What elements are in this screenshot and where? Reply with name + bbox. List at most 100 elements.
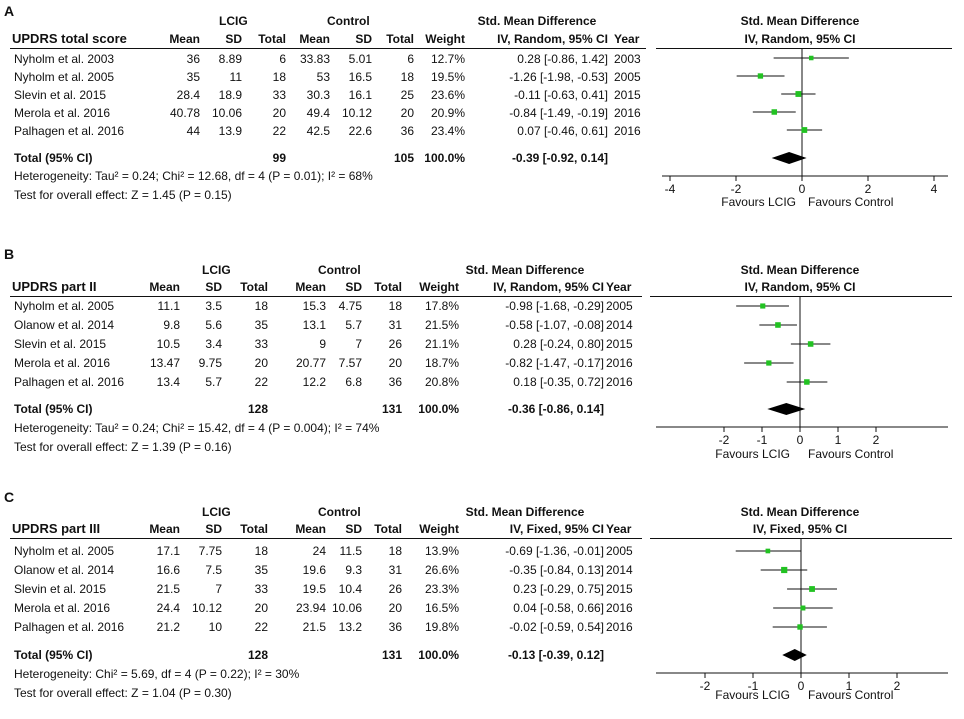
mean-2: 33.83 xyxy=(299,52,330,66)
x-tick-label: 2 xyxy=(865,182,872,196)
col-sd-2: SD xyxy=(345,522,362,536)
col-total-1: Total xyxy=(258,32,286,46)
heterogeneity: Heterogeneity: Tau² = 0.24; Chi² = 12.68… xyxy=(14,169,373,183)
total-2: 20 xyxy=(400,106,414,120)
study-marker xyxy=(808,55,814,61)
sd-2: 9.3 xyxy=(345,563,362,577)
total-weight: 100.0% xyxy=(424,151,465,165)
year: 2005 xyxy=(606,299,633,313)
effect-ci: 0.28 [-0.24, 0.80] xyxy=(513,337,604,351)
study-name: Nyholm et al. 2003 xyxy=(14,52,115,66)
year: 2016 xyxy=(614,124,641,138)
study-marker xyxy=(766,360,772,366)
weight: 21.5% xyxy=(424,318,459,332)
sd-1: 10.12 xyxy=(191,601,222,615)
sd-1: 10.06 xyxy=(211,106,242,120)
total-effect-ci: -0.39 [-0.92, 0.14] xyxy=(511,151,608,165)
panel-label: C xyxy=(4,489,15,505)
favours-right: Favours Control xyxy=(808,688,894,702)
forest-plot: -4 -2 0 2 4 xyxy=(662,48,948,196)
sd-1: 10 xyxy=(208,620,222,634)
study-marker xyxy=(807,341,814,347)
panel-label: A xyxy=(4,3,15,19)
total-2: 36 xyxy=(388,620,402,634)
mean-2: 13.1 xyxy=(302,318,326,332)
total-weight: 100.0% xyxy=(418,648,459,662)
mean-1: 16.6 xyxy=(156,563,180,577)
col-sd-2: SD xyxy=(355,32,372,46)
study-name: Merola et al. 2016 xyxy=(14,356,111,370)
year: 2015 xyxy=(606,582,633,596)
forest-plot-panel-c: C LCIG Control Std. Mean Difference UPDR… xyxy=(0,484,964,719)
mean-2: 24 xyxy=(312,544,326,558)
year: 2014 xyxy=(606,318,633,332)
group1-header: LCIG xyxy=(219,14,248,28)
sd-1: 11 xyxy=(229,70,242,84)
mean-2: 9 xyxy=(319,337,326,351)
effect-ci: -0.84 [-1.49, -0.19] xyxy=(509,106,608,120)
x-tick-label: 4 xyxy=(931,182,938,196)
sd-2: 10.06 xyxy=(331,601,362,615)
mean-2: 49.4 xyxy=(306,106,330,120)
overall-effect: Test for overall effect: Z = 1.04 (P = 0… xyxy=(14,686,232,700)
panel-label: B xyxy=(4,246,15,262)
col-mean-2: Mean xyxy=(299,32,330,46)
effect-title: Std. Mean Difference xyxy=(465,263,585,277)
mean-2: 20.77 xyxy=(295,356,326,370)
plot-header-rule xyxy=(656,48,952,49)
favours-right: Favours Control xyxy=(808,447,894,461)
x-tick-label: 1 xyxy=(846,679,853,693)
effect-ci: -0.69 [-1.36, -0.01] xyxy=(505,544,604,558)
total-1: 22 xyxy=(254,375,268,389)
study-name: Olanow et al. 2014 xyxy=(14,318,115,332)
header-rule xyxy=(10,48,646,49)
group2-header: Control xyxy=(327,14,370,28)
study-marker xyxy=(757,73,764,79)
overall-effect: Test for overall effect: Z = 1.45 (P = 0… xyxy=(14,188,232,202)
study-marker xyxy=(800,605,806,611)
weight: 23.4% xyxy=(430,124,465,138)
col-sd-1: SD xyxy=(205,522,222,536)
x-tick-label: 1 xyxy=(835,433,842,447)
year: 2016 xyxy=(606,356,633,370)
weight: 20.8% xyxy=(424,375,459,389)
total-2: 26 xyxy=(388,582,402,596)
sd-1: 9.75 xyxy=(198,356,222,370)
study-name: Palhagen et al. 2016 xyxy=(14,124,125,138)
sd-2: 4.75 xyxy=(338,299,362,313)
pooled-diamond xyxy=(782,649,807,661)
study-name: Nyholm et al. 2005 xyxy=(14,70,115,84)
outcome-title: UPDRS total score xyxy=(12,31,127,46)
sd-2: 7.57 xyxy=(338,356,362,370)
x-tick-label: -1 xyxy=(757,433,768,447)
mean-2: 15.3 xyxy=(302,299,326,313)
weight: 13.9% xyxy=(424,544,459,558)
sd-1: 7.75 xyxy=(198,544,222,558)
total-label: Total (95% CI) xyxy=(14,151,93,165)
mean-1: 13.47 xyxy=(149,356,180,370)
weight: 16.5% xyxy=(424,601,459,615)
plot-title: Std. Mean Difference xyxy=(740,505,860,519)
favours-left: Favours LCIG xyxy=(715,447,790,461)
plot-header-rule xyxy=(650,296,952,297)
x-tick-label: -2 xyxy=(700,679,711,693)
col-sd-1: SD xyxy=(225,32,242,46)
col-method: IV, Fixed, 95% CI xyxy=(509,522,604,536)
col-mean-1: Mean xyxy=(149,280,180,294)
total-2: 31 xyxy=(388,563,402,577)
total-2: 25 xyxy=(400,88,414,102)
mean-1: 17.1 xyxy=(156,544,180,558)
effect-ci: 0.23 [-0.29, 0.75] xyxy=(513,582,604,596)
effect-ci: -0.35 [-0.84, 0.13] xyxy=(509,563,604,577)
total-1: 20 xyxy=(254,601,268,615)
weight: 23.3% xyxy=(424,582,459,596)
col-mean-2: Mean xyxy=(295,280,326,294)
mean-1: 21.2 xyxy=(156,620,180,634)
total-1: 33 xyxy=(254,337,268,351)
col-total-2: Total xyxy=(374,522,402,536)
plot-title: Std. Mean Difference xyxy=(740,14,860,28)
total-1: 18 xyxy=(254,544,268,558)
weight: 17.8% xyxy=(424,299,459,313)
study-marker xyxy=(809,586,815,592)
mean-1: 10.5 xyxy=(156,337,180,351)
